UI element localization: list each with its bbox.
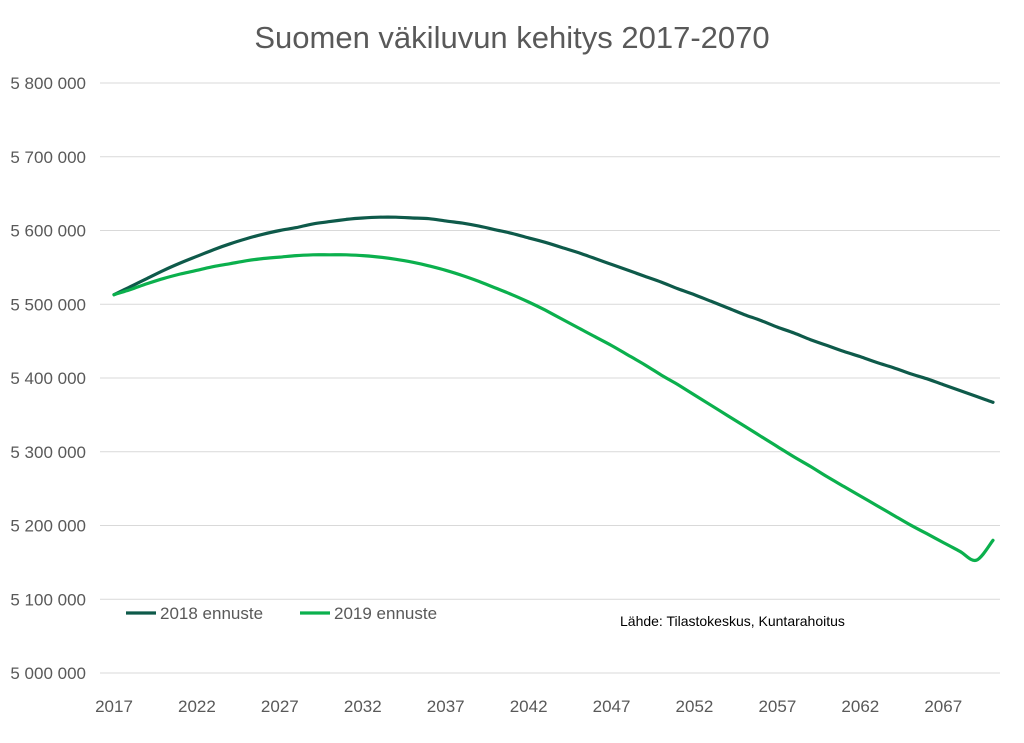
x-tick-2067: 2067 <box>924 697 962 716</box>
x-tick-2057: 2057 <box>758 697 796 716</box>
x-tick-2037: 2037 <box>427 697 465 716</box>
x-tick-2052: 2052 <box>676 697 714 716</box>
x-tick-2027: 2027 <box>261 697 299 716</box>
y-tick-5700000: 5 700 000 <box>10 148 86 167</box>
x-tick-2062: 2062 <box>841 697 879 716</box>
y-tick-5200000: 5 200 000 <box>10 517 86 536</box>
x-axis-tick-labels: 2017 2022 2027 2032 2037 2042 2047 2052 2057 2062… <box>95 697 962 716</box>
legend-label-1: 2018 ennuste <box>160 604 263 623</box>
y-tick-5600000: 5 600 000 <box>10 222 86 241</box>
y-tick-5000000: 5 000 000 <box>10 664 86 683</box>
gridlines <box>100 82 1000 674</box>
series-line-2 <box>112 253 995 563</box>
y-tick-5800000: 5 800 000 <box>10 74 86 93</box>
series-line-1 <box>112 215 995 404</box>
x-tick-2017: 2017 <box>95 697 133 716</box>
x-tick-2042: 2042 <box>510 697 548 716</box>
legend-label-2: 2019 ennuste <box>334 604 437 623</box>
y-tick-5500000: 5 500 000 <box>10 295 86 314</box>
y-axis-tick-labels: 5 000 000 5 100 000 5 200 000 5 300 000 5 40… <box>10 74 86 683</box>
y-tick-5300000: 5 300 000 <box>10 443 86 462</box>
x-tick-2022: 2022 <box>178 697 216 716</box>
chart-title: Suomen väkiluvun kehitys 2017-2070 <box>254 20 769 55</box>
legend: 2018 ennuste 2019 ennuste <box>126 604 437 623</box>
x-tick-2047: 2047 <box>593 697 631 716</box>
x-tick-2032: 2032 <box>344 697 382 716</box>
series-lines <box>112 215 995 563</box>
source-note: Lähde: Tilastokeskus, Kuntarahoitus <box>620 613 845 629</box>
y-tick-5400000: 5 400 000 <box>10 369 86 388</box>
y-tick-5100000: 5 100 000 <box>10 590 86 609</box>
